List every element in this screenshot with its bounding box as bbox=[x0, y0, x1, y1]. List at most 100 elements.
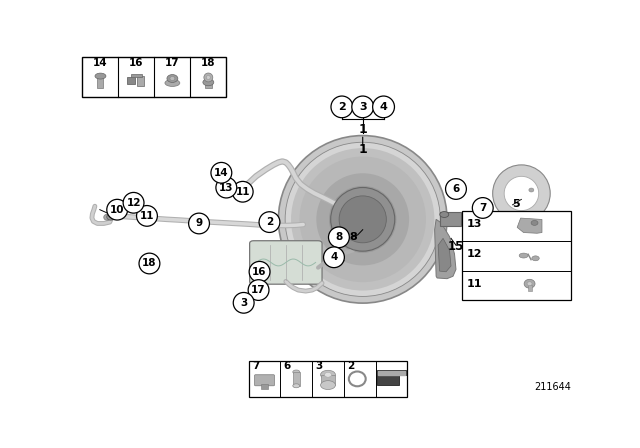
Text: 2: 2 bbox=[266, 217, 273, 227]
Text: 11: 11 bbox=[467, 279, 482, 289]
Ellipse shape bbox=[324, 372, 332, 377]
Bar bbox=[131, 74, 142, 77]
Text: 8: 8 bbox=[335, 232, 342, 242]
Ellipse shape bbox=[519, 253, 528, 258]
Text: 14: 14 bbox=[214, 168, 228, 178]
Text: 3: 3 bbox=[316, 361, 323, 371]
Text: 4: 4 bbox=[380, 102, 387, 112]
Text: 11: 11 bbox=[236, 187, 250, 197]
Text: 9: 9 bbox=[195, 219, 203, 228]
Ellipse shape bbox=[216, 177, 237, 198]
Ellipse shape bbox=[532, 256, 540, 261]
Text: 12: 12 bbox=[467, 249, 482, 259]
Text: 16: 16 bbox=[252, 267, 267, 277]
Bar bbox=[321, 375, 335, 385]
Text: 14: 14 bbox=[93, 58, 108, 69]
Ellipse shape bbox=[527, 282, 532, 286]
FancyBboxPatch shape bbox=[255, 375, 275, 386]
Text: 2: 2 bbox=[348, 361, 355, 371]
Ellipse shape bbox=[167, 74, 178, 82]
Text: 5: 5 bbox=[513, 199, 520, 209]
Text: 1: 1 bbox=[358, 143, 367, 156]
Bar bbox=[249, 361, 408, 397]
Text: 18: 18 bbox=[142, 258, 157, 268]
Text: 12: 12 bbox=[126, 198, 141, 208]
Ellipse shape bbox=[445, 179, 467, 199]
Text: 1: 1 bbox=[358, 123, 367, 136]
Polygon shape bbox=[438, 238, 451, 272]
Ellipse shape bbox=[249, 262, 270, 282]
Bar bbox=[260, 384, 269, 388]
Ellipse shape bbox=[372, 96, 394, 118]
Text: 13: 13 bbox=[467, 219, 482, 229]
Ellipse shape bbox=[329, 186, 396, 253]
Ellipse shape bbox=[352, 96, 374, 118]
Text: 3: 3 bbox=[240, 298, 247, 308]
Ellipse shape bbox=[107, 214, 115, 220]
Bar bbox=[440, 212, 461, 226]
Ellipse shape bbox=[285, 142, 440, 297]
Ellipse shape bbox=[493, 165, 550, 222]
Ellipse shape bbox=[233, 293, 254, 313]
Ellipse shape bbox=[259, 212, 280, 233]
Ellipse shape bbox=[232, 181, 253, 202]
Ellipse shape bbox=[104, 214, 111, 220]
Polygon shape bbox=[435, 220, 456, 279]
Text: 7: 7 bbox=[252, 361, 259, 371]
Ellipse shape bbox=[524, 279, 535, 288]
Text: 3: 3 bbox=[359, 102, 367, 112]
Ellipse shape bbox=[291, 148, 435, 291]
Ellipse shape bbox=[107, 199, 127, 220]
Ellipse shape bbox=[189, 213, 209, 234]
Text: 6: 6 bbox=[284, 361, 291, 371]
Ellipse shape bbox=[328, 227, 349, 248]
Text: 13: 13 bbox=[219, 183, 234, 193]
Ellipse shape bbox=[292, 384, 300, 388]
Ellipse shape bbox=[211, 163, 232, 183]
Ellipse shape bbox=[206, 75, 211, 79]
Text: 18: 18 bbox=[201, 58, 216, 69]
Bar bbox=[83, 57, 227, 97]
Text: 17: 17 bbox=[165, 58, 180, 69]
Ellipse shape bbox=[331, 96, 353, 118]
Bar bbox=[462, 211, 571, 301]
Ellipse shape bbox=[165, 80, 180, 86]
Text: 15: 15 bbox=[448, 241, 464, 254]
Ellipse shape bbox=[95, 73, 106, 79]
Polygon shape bbox=[378, 371, 405, 375]
Ellipse shape bbox=[300, 156, 426, 282]
Bar bbox=[292, 372, 300, 386]
Text: 7: 7 bbox=[479, 203, 486, 213]
Bar bbox=[127, 77, 136, 84]
Ellipse shape bbox=[472, 198, 493, 218]
Text: 4: 4 bbox=[330, 252, 338, 262]
Ellipse shape bbox=[531, 220, 538, 225]
Ellipse shape bbox=[339, 196, 387, 243]
Text: 11: 11 bbox=[140, 211, 154, 221]
Ellipse shape bbox=[170, 77, 175, 81]
Ellipse shape bbox=[331, 188, 395, 251]
Polygon shape bbox=[517, 218, 542, 233]
Text: 8: 8 bbox=[349, 232, 356, 242]
Polygon shape bbox=[376, 370, 406, 385]
Ellipse shape bbox=[440, 211, 449, 217]
Bar bbox=[527, 285, 532, 291]
Ellipse shape bbox=[204, 73, 213, 82]
Ellipse shape bbox=[324, 247, 344, 267]
Ellipse shape bbox=[529, 188, 534, 192]
Text: 6: 6 bbox=[452, 184, 460, 194]
Ellipse shape bbox=[248, 280, 269, 301]
Bar bbox=[97, 78, 104, 88]
Bar bbox=[138, 76, 145, 86]
Ellipse shape bbox=[292, 370, 300, 374]
Ellipse shape bbox=[504, 177, 539, 211]
Text: 211644: 211644 bbox=[534, 382, 571, 392]
Ellipse shape bbox=[278, 136, 447, 303]
Ellipse shape bbox=[123, 193, 144, 213]
Ellipse shape bbox=[203, 79, 214, 86]
Ellipse shape bbox=[139, 253, 160, 274]
Text: 17: 17 bbox=[252, 285, 266, 295]
Ellipse shape bbox=[321, 381, 335, 389]
Text: 16: 16 bbox=[129, 58, 143, 69]
Ellipse shape bbox=[321, 370, 335, 379]
